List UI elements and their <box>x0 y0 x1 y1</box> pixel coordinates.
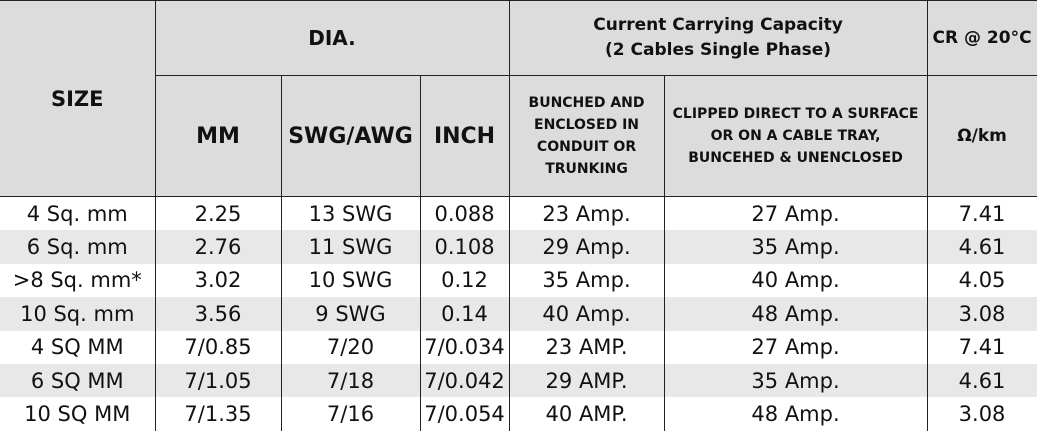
size-cell: >8 Sq. mm* <box>0 263 156 298</box>
bunched-cell: 35 Amp. <box>508 263 665 298</box>
inch-cell: 0.108 <box>419 230 510 264</box>
mm-cell: 7/0.85 <box>154 330 282 364</box>
table-body: 4 Sq. mm 2.25 13 SWG 0.088 23 Amp. 27 Am… <box>0 196 1037 431</box>
bunched-cell: 29 Amp. <box>508 230 665 264</box>
bunched-cell: 40 Amp. <box>508 297 665 331</box>
table-row: 6 Sq. mm 2.76 11 SWG 0.108 29 Amp. 35 Am… <box>0 230 1037 264</box>
swg-awg-header: SWG/AWG <box>280 75 421 197</box>
clipped-cell: 35 Amp. <box>663 363 928 398</box>
swg-cell: 9 SWG <box>280 297 421 331</box>
size-cell: 6 Sq. mm <box>0 230 156 264</box>
clipped-cell: 48 Amp. <box>663 297 928 331</box>
inch-header: INCH <box>419 75 510 197</box>
clipped-header: CLIPPED DIRECT TO A SURFACE OR ON A CABL… <box>663 75 928 197</box>
table-row: 10 Sq. mm 3.56 9 SWG 0.14 40 Amp. 48 Amp… <box>0 297 1037 331</box>
mm-cell: 3.02 <box>154 263 282 298</box>
cr-cell: 4.61 <box>926 363 1037 398</box>
inch-cell: 7/0.054 <box>419 397 510 431</box>
size-cell: 4 Sq. mm <box>0 196 156 231</box>
dia-header: DIA. <box>154 0 510 76</box>
swg-cell: 11 SWG <box>280 230 421 264</box>
table-header: SIZE DIA. Current Carrying Capacity (2 C… <box>0 0 1037 197</box>
cr-cell: 3.08 <box>926 397 1037 431</box>
table-row: 4 SQ MM 7/0.85 7/20 7/0.034 23 AMP. 27 A… <box>0 330 1037 364</box>
inch-cell: 7/0.042 <box>419 363 510 398</box>
bunched-cell: 40 AMP. <box>508 397 665 431</box>
inch-cell: 0.088 <box>419 196 510 231</box>
clipped-header-line: CLIPPED DIRECT TO A SURFACE <box>672 106 919 122</box>
clipped-cell: 48 Amp. <box>663 397 928 431</box>
inch-cell: 7/0.034 <box>419 330 510 364</box>
cr-cell: 4.05 <box>926 263 1037 298</box>
table-row: >8 Sq. mm* 3.02 10 SWG 0.12 35 Amp. 40 A… <box>0 263 1037 298</box>
size-cell: 10 Sq. mm <box>0 297 156 331</box>
swg-cell: 13 SWG <box>280 196 421 231</box>
bunched-header-line: BUNCHED AND <box>528 95 645 111</box>
cr-cell: 4.61 <box>926 230 1037 264</box>
cr-cell: 7.41 <box>926 330 1037 364</box>
table-row: 10 SQ MM 7/1.35 7/16 7/0.054 40 AMP. 48 … <box>0 397 1037 431</box>
bunched-header-line: CONDUIT OR <box>536 139 637 155</box>
mm-header: MM <box>154 75 282 197</box>
swg-cell: 7/18 <box>280 363 421 398</box>
mm-cell: 7/1.35 <box>154 397 282 431</box>
cr-cell: 7.41 <box>926 196 1037 231</box>
bunched-header-line: ENCLOSED IN <box>534 117 639 133</box>
size-header: SIZE <box>0 0 156 197</box>
clipped-cell: 40 Amp. <box>663 263 928 298</box>
table-row: 4 Sq. mm 2.25 13 SWG 0.088 23 Amp. 27 Am… <box>0 196 1037 231</box>
clipped-cell: 27 Amp. <box>663 196 928 231</box>
size-cell: 4 SQ MM <box>0 330 156 364</box>
mm-cell: 2.25 <box>154 196 282 231</box>
cr-header: CR @ 20°C <box>926 0 1037 76</box>
swg-cell: 7/16 <box>280 397 421 431</box>
mm-cell: 2.76 <box>154 230 282 264</box>
size-cell: 6 SQ MM <box>0 363 156 398</box>
mm-cell: 7/1.05 <box>154 363 282 398</box>
size-cell: 10 SQ MM <box>0 397 156 431</box>
swg-cell: 10 SWG <box>280 263 421 298</box>
clipped-cell: 27 Amp. <box>663 330 928 364</box>
inch-cell: 0.12 <box>419 263 510 298</box>
bunched-cell: 23 Amp. <box>508 196 665 231</box>
clipped-header-line: OR ON A CABLE TRAY, <box>710 128 881 144</box>
bunched-header: BUNCHED AND ENCLOSED IN CONDUIT OR TRUNK… <box>508 75 665 197</box>
bunched-header-line: TRUNKING <box>545 161 628 177</box>
table-row: 6 SQ MM 7/1.05 7/18 7/0.042 29 AMP. 35 A… <box>0 363 1037 398</box>
swg-cell: 7/20 <box>280 330 421 364</box>
cr-cell: 3.08 <box>926 297 1037 331</box>
inch-cell: 0.14 <box>419 297 510 331</box>
bunched-cell: 29 AMP. <box>508 363 665 398</box>
ohm-per-km-header: Ω/km <box>926 75 1037 197</box>
current-capacity-header: Current Carrying Capacity (2 Cables Sing… <box>508 0 928 76</box>
current-capacity-subtitle: (2 Cables Single Phase) <box>604 40 832 60</box>
mm-cell: 3.56 <box>154 297 282 331</box>
bunched-cell: 23 AMP. <box>508 330 665 364</box>
clipped-header-line: BUNCEHED & UNENCLOSED <box>688 150 903 166</box>
clipped-cell: 35 Amp. <box>663 230 928 264</box>
current-capacity-title: Current Carrying Capacity <box>593 15 843 35</box>
